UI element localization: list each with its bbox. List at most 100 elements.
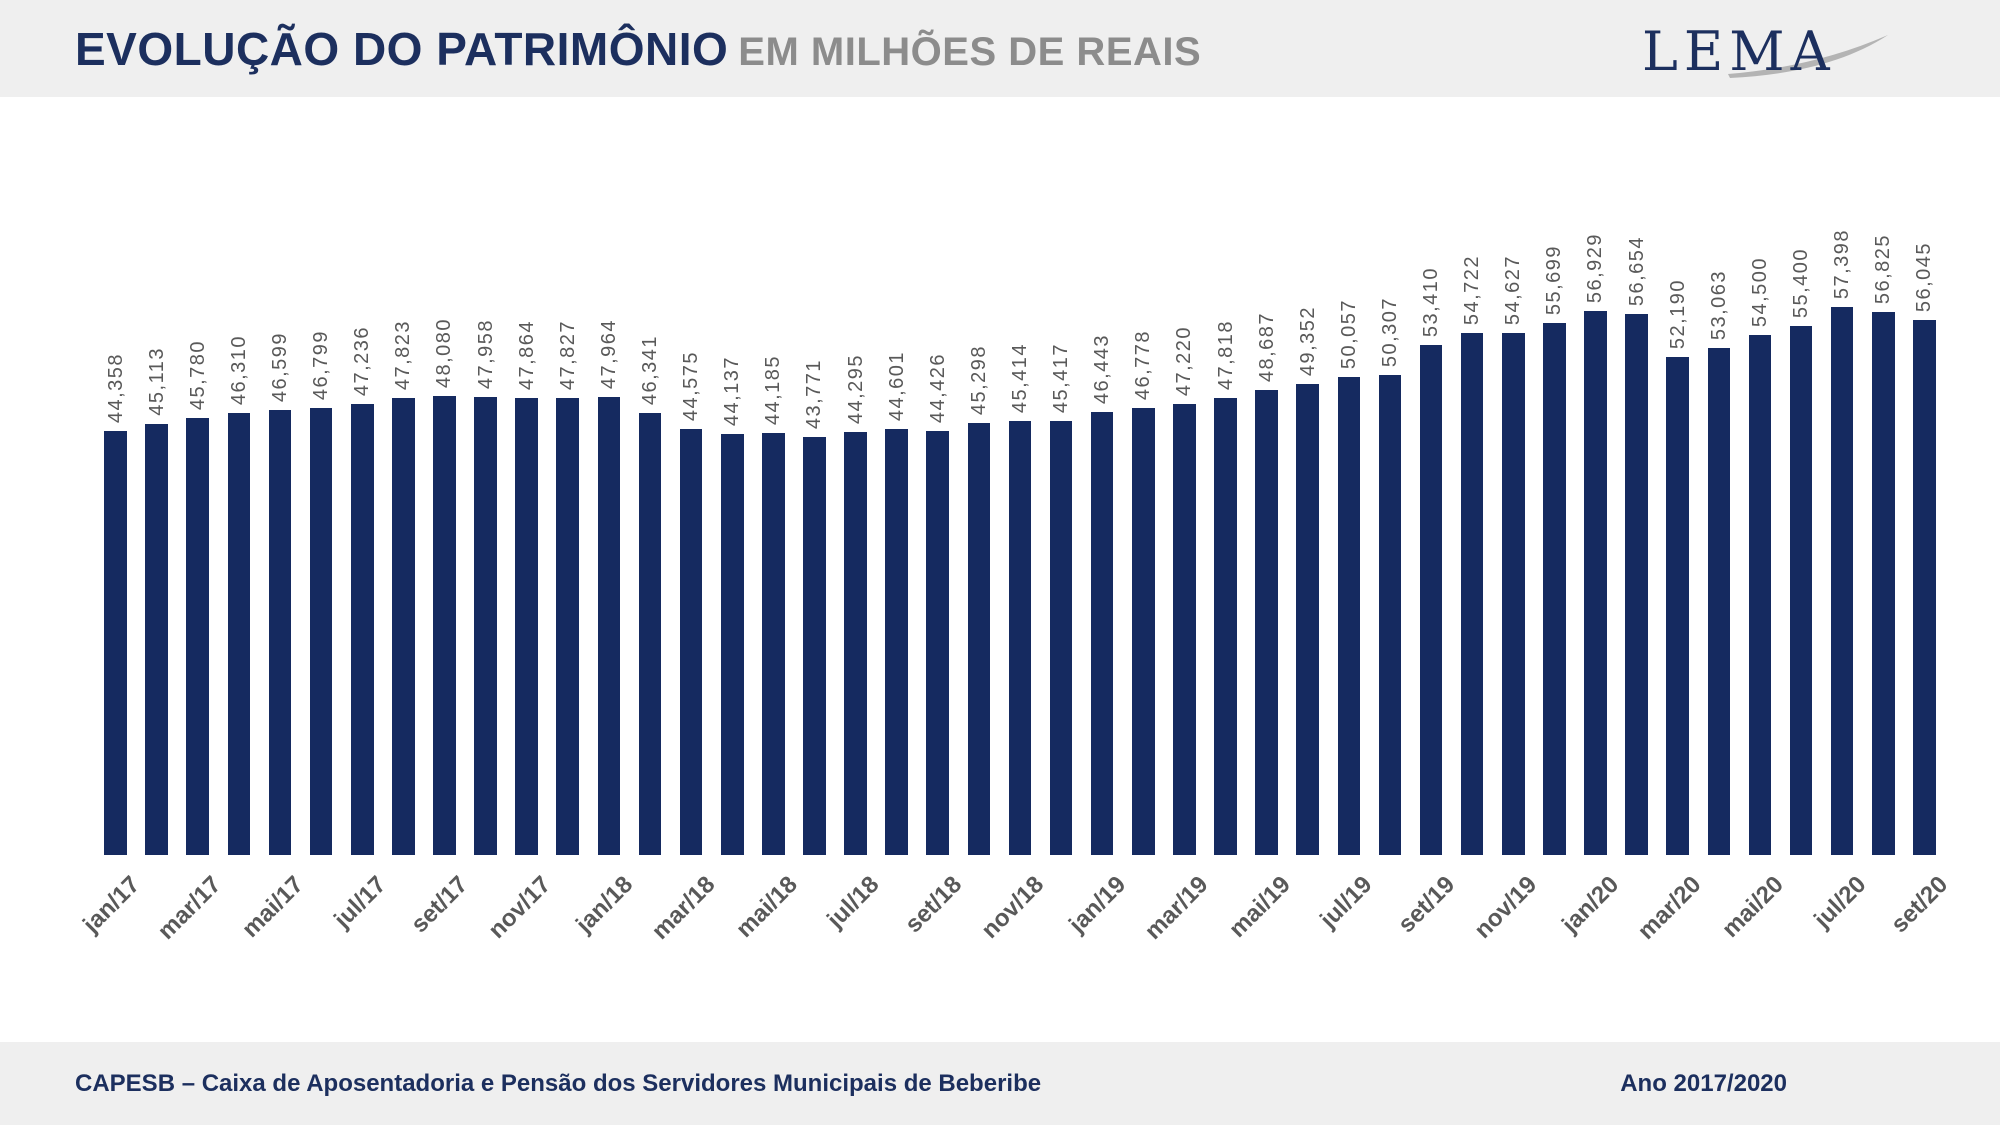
- bar: [1131, 408, 1155, 855]
- bar-value-label: 47,236: [351, 325, 374, 396]
- bar-value-label: 43,771: [803, 358, 826, 429]
- bar-column: 52,190: [1657, 215, 1698, 855]
- bar: [1008, 421, 1032, 855]
- bar-value-label: 44,601: [885, 350, 908, 421]
- x-tick: nov/19: [1470, 855, 1543, 995]
- bar: [597, 397, 621, 855]
- bar: [1625, 314, 1648, 855]
- bar-value-label: 46,443: [1091, 333, 1114, 404]
- x-tick: jan/20: [1557, 855, 1624, 995]
- bar: [1913, 320, 1936, 855]
- x-tick: jan/17: [77, 855, 144, 995]
- bar: [433, 396, 456, 855]
- bar-value-label: 46,599: [268, 331, 291, 402]
- bar-value-label: 44,575: [680, 350, 703, 421]
- bar-column: 45,298: [958, 215, 999, 855]
- bar: [762, 433, 785, 855]
- bar: [1789, 326, 1813, 855]
- bar-column: 46,443: [1082, 215, 1123, 855]
- bar-value-label: 53,410: [1420, 266, 1443, 337]
- bar: [720, 434, 744, 855]
- bar-column: 45,113: [136, 215, 177, 855]
- chart-area: 44,358 45,113 45,780 46,310 46,599 46,799 47,2…: [0, 97, 2000, 1042]
- bar: [556, 398, 580, 855]
- bar-column: 54,500: [1739, 215, 1780, 855]
- bar: [844, 432, 867, 855]
- bar: [1830, 307, 1854, 855]
- bar: [1337, 377, 1361, 855]
- bar-column: 44,185: [753, 215, 794, 855]
- bar: [1255, 390, 1278, 855]
- bar-column: 48,080: [424, 215, 465, 855]
- page-title: EVOLUÇÃO DO PATRIMÔNIO: [75, 22, 729, 75]
- bar-column: 56,825: [1863, 215, 1904, 855]
- x-tick: nov/17: [483, 855, 556, 995]
- bar: [227, 413, 251, 855]
- bar-value-label: 44,137: [721, 355, 744, 426]
- x-tick: [1287, 855, 1328, 995]
- bar-column: 50,057: [1328, 215, 1369, 855]
- bar-value-label: 55,699: [1543, 244, 1566, 315]
- x-tick: set/18: [900, 855, 967, 995]
- bar: [1501, 333, 1525, 855]
- footer-period-text: Ano 2017/2020: [1620, 1069, 1787, 1097]
- bar-column: 47,236: [342, 215, 383, 855]
- x-tick: mai/18: [730, 855, 802, 995]
- bar: [268, 410, 292, 855]
- bar-column: 48,687: [1246, 215, 1287, 855]
- x-tick: mai/20: [1717, 855, 1789, 995]
- bar-column: 44,137: [712, 215, 753, 855]
- footer-source-text: CAPESB – Caixa de Aposentadoria e Pensão…: [75, 1069, 1042, 1097]
- bar: [1049, 421, 1073, 855]
- bar-column: 45,780: [177, 215, 218, 855]
- bar-column: 47,823: [383, 215, 424, 855]
- bar-column: 45,417: [1041, 215, 1082, 855]
- bar-value-label: 45,414: [1008, 342, 1031, 413]
- bar-column: 44,575: [671, 215, 712, 855]
- footer-band: CAPESB – Caixa de Aposentadoria e Pensão…: [0, 1042, 2000, 1125]
- bar-value-label: 55,400: [1790, 247, 1813, 318]
- bar: [1584, 311, 1607, 855]
- bar-value-label: 47,823: [392, 319, 415, 390]
- bar: [1748, 335, 1772, 855]
- bar-value-label: 47,827: [556, 319, 579, 390]
- bar-chart: 44,358 45,113 45,780 46,310 46,599 46,799 47,2…: [95, 215, 1945, 855]
- bar-column: 47,864: [506, 215, 547, 855]
- bar: [1090, 412, 1114, 855]
- bar: [1666, 357, 1690, 855]
- bar-column: 46,799: [301, 215, 342, 855]
- x-tick: mar/19: [1140, 855, 1214, 995]
- bar: [350, 404, 374, 855]
- x-tick: mar/20: [1633, 855, 1707, 995]
- x-tick: jul/17: [329, 855, 391, 995]
- header-band: EVOLUÇÃO DO PATRIMÔNIO EM MILHÕES DE REAI…: [0, 0, 2000, 97]
- x-tick: nov/18: [976, 855, 1049, 995]
- bar: [1378, 375, 1402, 855]
- bar-value-label: 46,310: [227, 334, 250, 405]
- bar-value-label: 56,045: [1913, 241, 1936, 312]
- title-line: EVOLUÇÃO DO PATRIMÔNIO EM MILHÕES DE REAI…: [75, 26, 1201, 72]
- bar: [1419, 345, 1443, 855]
- bar-value-label: 47,220: [1173, 325, 1196, 396]
- bar-column: 45,414: [999, 215, 1040, 855]
- bar: [1871, 312, 1895, 855]
- bar: [186, 418, 210, 855]
- bar: [309, 408, 333, 855]
- bar-column: 53,063: [1698, 215, 1739, 855]
- bar-value-label: 47,818: [1214, 319, 1237, 390]
- bar-column: 50,307: [1369, 215, 1410, 855]
- bar-value-label: 47,864: [515, 319, 538, 390]
- bar: [104, 431, 127, 855]
- bar-column: 44,601: [876, 215, 917, 855]
- bar: [1460, 333, 1484, 855]
- bar-value-label: 48,080: [433, 317, 456, 388]
- bar-column: 47,964: [588, 215, 629, 855]
- x-tick: jul/18: [822, 855, 884, 995]
- bar-column: 54,627: [1493, 215, 1534, 855]
- bar-column: 57,398: [1822, 215, 1863, 855]
- bar-value-label: 50,307: [1378, 296, 1401, 367]
- x-tick: jul/19: [1315, 855, 1377, 995]
- bar-value-label: 44,185: [762, 354, 785, 425]
- bar-column: 44,295: [835, 215, 876, 855]
- bar: [926, 431, 950, 855]
